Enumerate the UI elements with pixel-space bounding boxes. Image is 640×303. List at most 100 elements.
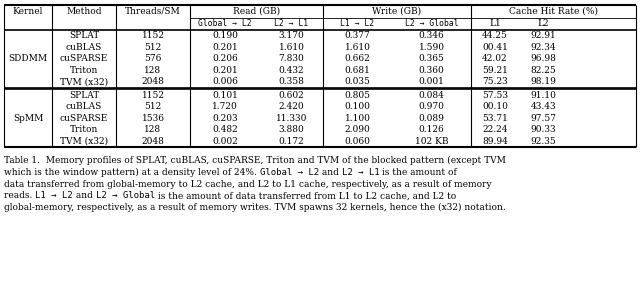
Text: Threads/SM: Threads/SM	[125, 7, 181, 16]
Text: 0.365: 0.365	[419, 54, 444, 63]
Text: 59.21: 59.21	[482, 66, 508, 75]
Text: 1.590: 1.590	[419, 43, 445, 52]
Text: 1.610: 1.610	[278, 43, 305, 52]
Text: L2 → L1: L2 → L1	[342, 168, 380, 177]
Text: L2 → Global: L2 → Global	[95, 191, 155, 200]
Text: 0.201: 0.201	[212, 43, 238, 52]
Text: 2.420: 2.420	[278, 102, 304, 111]
Text: 102 KB: 102 KB	[415, 137, 448, 146]
Text: 11.330: 11.330	[276, 114, 307, 123]
Text: 0.006: 0.006	[212, 77, 238, 86]
Text: 128: 128	[145, 125, 161, 134]
Text: TVM (x32): TVM (x32)	[60, 137, 108, 146]
Text: 512: 512	[145, 102, 162, 111]
Text: data transferred from global-memory to L2 cache, and L2 to L1 cache, respectivel: data transferred from global-memory to L…	[4, 180, 492, 188]
Text: 0.035: 0.035	[344, 77, 371, 86]
Text: 1152: 1152	[141, 31, 164, 40]
Text: and: and	[73, 191, 95, 200]
Text: cuSPARSE: cuSPARSE	[60, 54, 108, 63]
Text: 82.25: 82.25	[531, 66, 556, 75]
Text: 3.880: 3.880	[278, 125, 305, 134]
Text: 0.101: 0.101	[212, 91, 238, 100]
Text: 0.002: 0.002	[212, 137, 238, 146]
Text: 57.53: 57.53	[482, 91, 508, 100]
Text: 7.830: 7.830	[278, 54, 305, 63]
Text: 44.25: 44.25	[482, 31, 508, 40]
Text: 91.10: 91.10	[531, 91, 556, 100]
Text: 0.346: 0.346	[419, 31, 444, 40]
Text: 0.805: 0.805	[344, 91, 371, 100]
Text: 42.02: 42.02	[482, 54, 508, 63]
Text: Triton: Triton	[70, 66, 98, 75]
Text: 96.98: 96.98	[531, 54, 556, 63]
Text: 0.602: 0.602	[278, 91, 305, 100]
Text: 0.358: 0.358	[278, 77, 305, 86]
Text: 89.94: 89.94	[482, 137, 508, 146]
Text: 22.24: 22.24	[483, 125, 508, 134]
Text: Read (GB): Read (GB)	[233, 7, 280, 16]
Text: 0.206: 0.206	[212, 54, 238, 63]
Text: Write (GB): Write (GB)	[372, 7, 422, 16]
Text: SPLAT: SPLAT	[69, 91, 99, 100]
Text: global-memory, respectively, as a result of memory writes. TVM spawns 32 kernels: global-memory, respectively, as a result…	[4, 203, 506, 212]
Text: 0.201: 0.201	[212, 66, 238, 75]
Text: 0.203: 0.203	[212, 114, 238, 123]
Text: 0.089: 0.089	[419, 114, 444, 123]
Text: L2 → Global: L2 → Global	[404, 19, 458, 28]
Text: cuBLAS: cuBLAS	[66, 102, 102, 111]
Text: is the amount of: is the amount of	[380, 168, 457, 177]
Text: 0.482: 0.482	[212, 125, 238, 134]
Text: L1: L1	[489, 19, 501, 28]
Text: 3.170: 3.170	[278, 31, 305, 40]
Text: 0.662: 0.662	[344, 54, 371, 63]
Text: 0.190: 0.190	[212, 31, 238, 40]
Text: 00.10: 00.10	[482, 102, 508, 111]
Text: Table 1.  Memory profiles of SPLAT, cuBLAS, cuSPARSE, Triton and TVM of the bloc: Table 1. Memory profiles of SPLAT, cuBLA…	[4, 156, 506, 165]
Text: 576: 576	[144, 54, 162, 63]
Text: L1 → L2: L1 → L2	[35, 191, 73, 200]
Text: 1.610: 1.610	[344, 43, 371, 52]
Text: 1152: 1152	[141, 91, 164, 100]
Text: SDDMM: SDDMM	[8, 54, 47, 63]
Text: L2 → L1: L2 → L1	[275, 19, 308, 28]
Text: cuBLAS: cuBLAS	[66, 43, 102, 52]
Text: reads.: reads.	[4, 191, 35, 200]
Text: 98.19: 98.19	[531, 77, 556, 86]
Text: 92.35: 92.35	[531, 137, 556, 146]
Text: Method: Method	[67, 7, 102, 16]
Text: Triton: Triton	[70, 125, 98, 134]
Text: 97.57: 97.57	[531, 114, 557, 123]
Text: TVM (x32): TVM (x32)	[60, 77, 108, 86]
Text: 2048: 2048	[141, 77, 164, 86]
Text: 2048: 2048	[141, 137, 164, 146]
Text: 43.43: 43.43	[531, 102, 556, 111]
Text: 512: 512	[145, 43, 162, 52]
Text: 92.34: 92.34	[531, 43, 556, 52]
Text: and: and	[319, 168, 342, 177]
Text: 0.060: 0.060	[344, 137, 371, 146]
Text: 90.33: 90.33	[531, 125, 556, 134]
Text: SPLAT: SPLAT	[69, 31, 99, 40]
Text: 0.100: 0.100	[344, 102, 371, 111]
Text: 1.100: 1.100	[344, 114, 371, 123]
Text: 00.41: 00.41	[482, 43, 508, 52]
Text: 92.91: 92.91	[531, 31, 556, 40]
Text: 0.360: 0.360	[419, 66, 444, 75]
Text: 1536: 1536	[141, 114, 164, 123]
Text: 0.172: 0.172	[278, 137, 305, 146]
Text: which is the window pattern) at a density level of 24%.: which is the window pattern) at a densit…	[4, 168, 260, 177]
Text: Global → L2: Global → L2	[198, 19, 252, 28]
Text: 128: 128	[145, 66, 161, 75]
Text: 2.090: 2.090	[344, 125, 371, 134]
Text: 1.720: 1.720	[212, 102, 238, 111]
Text: 53.71: 53.71	[482, 114, 508, 123]
Text: 0.377: 0.377	[344, 31, 371, 40]
Text: SpMM: SpMM	[13, 114, 43, 123]
Text: Cache Hit Rate (%): Cache Hit Rate (%)	[509, 7, 598, 16]
Text: 0.970: 0.970	[419, 102, 444, 111]
Text: 0.432: 0.432	[278, 66, 304, 75]
Text: cuSPARSE: cuSPARSE	[60, 114, 108, 123]
Text: 75.23: 75.23	[482, 77, 508, 86]
Text: Kernel: Kernel	[13, 7, 43, 16]
Text: 0.001: 0.001	[419, 77, 444, 86]
